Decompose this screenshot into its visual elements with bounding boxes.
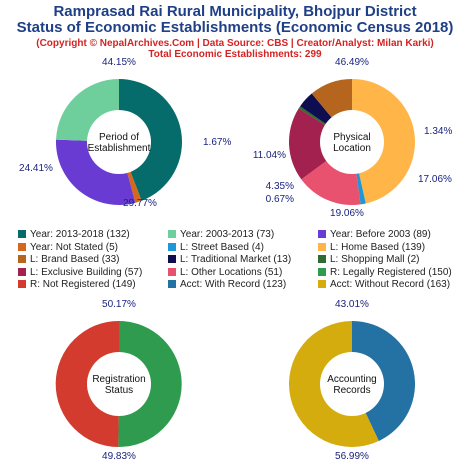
slice-percent-label: 46.49% [335, 57, 369, 68]
legend-swatch [318, 242, 326, 251]
legend-label: L: Traditional Market (13) [180, 254, 292, 265]
donut-hole [87, 110, 151, 174]
slice-percent-label: 0.67% [266, 194, 294, 205]
legend-label: Acct: Without Record (163) [330, 279, 451, 290]
legend-label: Acct: With Record (123) [180, 279, 287, 290]
donut-hole [320, 352, 384, 416]
legend-label: L: Other Locations (51) [180, 266, 283, 278]
donut-hole [320, 110, 384, 174]
legend-label: R: Legally Registered (150) [330, 266, 452, 278]
slice-percent-label: 17.06% [418, 174, 452, 185]
legend-item: Acct: Without Record (163) [318, 279, 450, 290]
legend-label: L: Home Based (139) [330, 241, 426, 253]
legend-item: L: Street Based (4) [168, 242, 264, 253]
legend-swatch [318, 267, 326, 276]
legend-swatch [18, 230, 26, 238]
legend-label: R: Not Registered (149) [30, 279, 136, 290]
donut-center-label: Records [333, 385, 370, 396]
legend-label: L: Street Based (4) [180, 241, 264, 253]
slice-percent-label: 1.34% [424, 126, 452, 137]
slice-percent-label: 44.15% [102, 57, 136, 68]
slice-percent-label: 4.35% [266, 181, 294, 192]
legend-swatch [318, 280, 326, 288]
donut-center-label: Physical [333, 132, 370, 143]
chart-title-line1: Ramprasad Rai Rural Municipality, Bhojpu… [53, 3, 417, 20]
legend-label: L: Brand Based (33) [30, 254, 120, 265]
slice-percent-label: 1.67% [203, 137, 231, 148]
slice-percent-label: 50.17% [102, 299, 136, 310]
copyright-line: (Copyright © NepalArchives.Com | Data So… [36, 38, 434, 49]
legend-item: L: Traditional Market (13) [168, 254, 291, 265]
legend-label: Year: 2003-2013 (73) [180, 229, 275, 240]
legend-item: L: Brand Based (33) [18, 254, 120, 265]
donut-center-label: Registration [92, 374, 145, 385]
legend-swatch [168, 280, 176, 288]
donut-center-label: Location [333, 143, 371, 154]
legend-swatch [168, 230, 176, 238]
donut-center-label: Accounting [327, 374, 376, 385]
legend-swatch [318, 230, 326, 238]
legend-item: Year: Not Stated (5) [18, 242, 118, 253]
slice-percent-label: 19.06% [330, 208, 364, 219]
legend-item: L: Other Locations (51) [168, 267, 282, 278]
legend-swatch [168, 255, 176, 263]
donut-center-label: Status [105, 385, 133, 396]
total-establishments: Total Economic Establishments: 299 [148, 49, 322, 60]
legend-swatch [18, 242, 26, 251]
slice-percent-label: 29.77% [123, 198, 157, 209]
legend-item: Year: 2013-2018 (132) [18, 229, 130, 240]
slice-percent-label: 11.04% [253, 150, 286, 161]
legend-swatch [18, 255, 26, 263]
legend-item: L: Shopping Mall (2) [318, 254, 420, 265]
legend-item: Year: Before 2003 (89) [318, 229, 431, 240]
legend-item: Acct: With Record (123) [168, 279, 286, 290]
legend-item: R: Legally Registered (150) [318, 267, 452, 278]
legend-label: Year: 2013-2018 (132) [30, 229, 130, 240]
legend-item: Year: 2003-2013 (73) [168, 229, 274, 240]
chart-title-line2: Status of Economic Establishments (Econo… [16, 19, 454, 36]
legend-label: Year: Not Stated (5) [30, 241, 119, 253]
legend-item: R: Not Registered (149) [18, 279, 136, 290]
legend-label: L: Exclusive Building (57) [30, 266, 143, 278]
slice-percent-label: 56.99% [335, 451, 369, 462]
legend-swatch [168, 242, 176, 251]
slice-percent-label: 24.41% [19, 163, 53, 174]
legend-swatch [168, 267, 176, 276]
donut-hole [87, 352, 151, 416]
donut-center-label: Establishment [88, 143, 151, 154]
legend-label: Year: Before 2003 (89) [330, 229, 431, 240]
donut-center-label: Period of [99, 132, 139, 143]
slice-percent-label: 49.83% [102, 451, 136, 462]
legend-swatch [318, 255, 326, 263]
legend-item: L: Exclusive Building (57) [18, 267, 142, 278]
legend-item: L: Home Based (139) [318, 242, 425, 253]
slice-percent-label: 43.01% [335, 299, 369, 310]
legend-swatch [18, 280, 26, 288]
legend-swatch [18, 267, 26, 276]
legend-label: L: Shopping Mall (2) [330, 254, 420, 265]
